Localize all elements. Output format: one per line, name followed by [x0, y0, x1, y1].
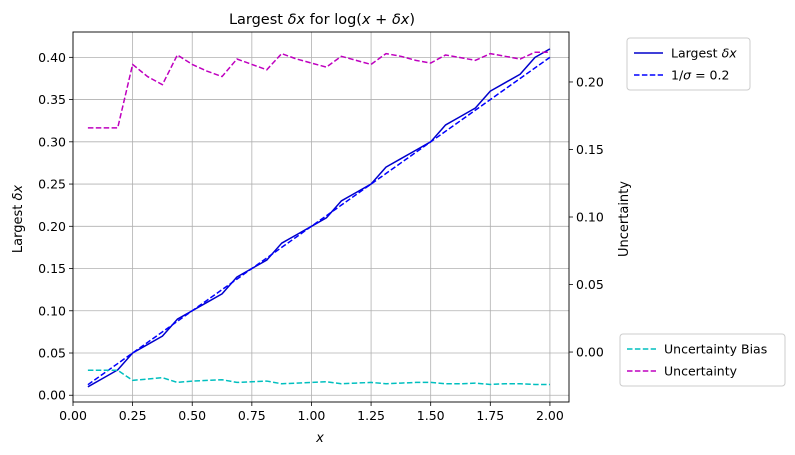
y2-tick-label: 0.05 — [576, 277, 604, 292]
legend-box — [626, 37, 751, 91]
chart-title: Largest δx for log(x + δx) — [229, 12, 415, 28]
chart-title-part: x — [361, 12, 371, 28]
x-tick-label: 1.75 — [476, 408, 504, 423]
series-line — [87, 48, 551, 388]
legend-top: Largest δx 1/σ = 0.2 — [626, 37, 751, 91]
x-tick-label: 1.25 — [357, 408, 385, 423]
y-axis-title-part: δx — [11, 185, 26, 201]
y-tick-label: 0.35 — [38, 92, 66, 107]
legend-label: Uncertainty Bias — [664, 342, 767, 357]
x-tick-label: 1.00 — [298, 408, 326, 423]
legend-label-part: σ — [683, 68, 692, 83]
series-line — [87, 51, 550, 129]
chart-title-part: for log( — [305, 12, 362, 28]
y-tick-label: 0.15 — [38, 261, 66, 276]
legend-box — [619, 333, 786, 387]
y2-tick-label: 0.10 — [576, 210, 604, 225]
chart-title-part: δx — [288, 12, 306, 28]
x-tick-label: 0.00 — [59, 408, 87, 423]
x-tick-label: 0.25 — [119, 408, 147, 423]
plot-area: 0.00 0.25 0.50 0.75 1.00 1.25 1.50 1.75 2.00 0.00… — [38, 31, 604, 423]
legend-label-part: 1/ — [671, 68, 684, 83]
legend-label: Uncertainty — [664, 364, 738, 379]
x-tick-label: 0.50 — [178, 408, 206, 423]
y-axis-title-part: Largest — [11, 201, 26, 254]
y2-axis-title: Uncertainty — [617, 181, 632, 257]
y-tick-label: 0.20 — [38, 219, 66, 234]
y-tick-label: 0.40 — [38, 50, 66, 65]
x-axis-title: x — [315, 431, 324, 446]
x-tick-label: 0.75 — [238, 408, 266, 423]
chart-title-part: Largest — [229, 12, 288, 28]
legend-label: 1/σ = 0.2 — [671, 68, 729, 83]
legend-label-part: δx — [722, 46, 738, 61]
y-tick-label: 0.25 — [38, 177, 66, 192]
chart-title-part: δx — [392, 12, 410, 28]
legend-label-part: Largest — [671, 46, 722, 61]
y-tick-label: 0.00 — [38, 388, 66, 403]
legend-bottom: Uncertainty Bias Uncertainty — [619, 333, 786, 387]
y-tick-label: 0.05 — [38, 346, 66, 361]
chart-title-part: ) — [409, 12, 415, 28]
legend-label-part: = 0.2 — [691, 68, 729, 83]
x-tick-label: 1.50 — [417, 408, 445, 423]
y-tick-label: 0.30 — [38, 134, 66, 149]
y2-tick-label: 0.00 — [576, 345, 604, 360]
y2-tick-label: 0.20 — [576, 74, 604, 89]
chart-title-part: + — [371, 12, 392, 28]
y-axis-title: Largest δx — [11, 185, 26, 254]
series-line — [87, 369, 550, 386]
y-tick-label: 0.10 — [38, 303, 66, 318]
x-tick-label: 2.00 — [536, 408, 564, 423]
y2-tick-label: 0.15 — [576, 142, 604, 157]
legend-label: Largest δx — [671, 46, 737, 61]
